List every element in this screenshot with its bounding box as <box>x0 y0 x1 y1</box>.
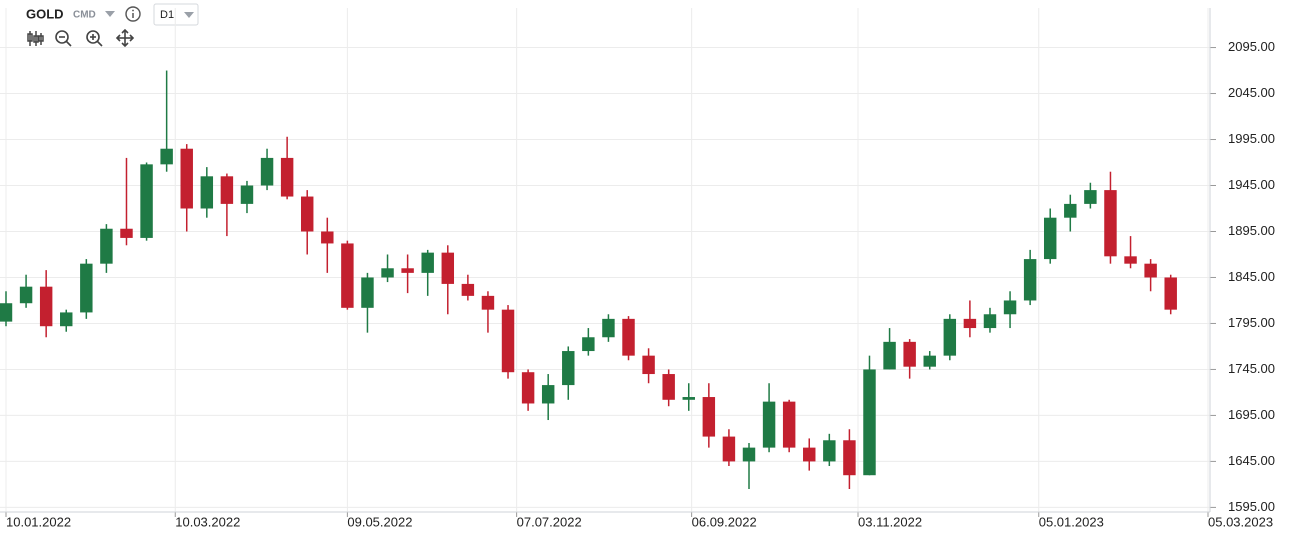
zoom-in-button[interactable] <box>86 30 103 47</box>
candle-body <box>983 314 997 329</box>
y-tick-label: 1595.00 <box>1228 499 1275 514</box>
candle-body <box>903 341 916 367</box>
candle-body <box>321 231 334 244</box>
candle-body <box>682 397 695 400</box>
candle-body <box>280 157 294 197</box>
candle-body <box>160 148 173 165</box>
candle-body <box>421 252 434 273</box>
x-tick-label: 07.07.2022 <box>517 514 582 529</box>
candle-body <box>642 355 655 375</box>
x-tick-label: 03.11.2022 <box>858 514 922 529</box>
toolbar: GOLD CMD D1 <box>26 3 199 48</box>
y-tick-label: 1845.00 <box>1228 269 1275 284</box>
symbol-dropdown[interactable] <box>105 11 115 17</box>
y-tick-label: 1645.00 <box>1228 453 1275 468</box>
y-tick-label: 1895.00 <box>1228 223 1275 238</box>
candle-type-button[interactable] <box>27 31 44 46</box>
candle-body <box>782 401 796 448</box>
candle-body <box>803 447 816 462</box>
candle-body <box>19 286 33 304</box>
candle-body <box>481 295 495 310</box>
zoom-out-button[interactable] <box>55 30 72 47</box>
candle-body <box>341 243 354 308</box>
candle-body <box>80 263 93 313</box>
grid <box>0 8 1210 512</box>
y-tick-label: 1995.00 <box>1228 131 1275 146</box>
candle-body <box>1124 256 1137 264</box>
x-tick-label: 05.01.2023 <box>1039 514 1104 529</box>
candle-body <box>1104 190 1117 257</box>
y-tick-label: 2095.00 <box>1228 39 1275 54</box>
candle-body <box>381 268 394 278</box>
candle-body <box>100 228 113 264</box>
candle-body <box>823 440 836 462</box>
candle-body <box>361 277 374 308</box>
candle-body <box>200 176 214 209</box>
info-icon-dot <box>132 9 134 12</box>
candle-body <box>0 303 13 322</box>
x-tick-label: 10.01.2022 <box>6 514 71 529</box>
candle-body <box>1023 259 1037 301</box>
candle-body <box>441 252 455 284</box>
y-tick-label: 1745.00 <box>1228 361 1275 376</box>
pan-button[interactable] <box>115 28 135 48</box>
candle-body <box>622 318 635 356</box>
market: CMD <box>73 10 96 21</box>
candle-body <box>702 397 716 437</box>
interval: D1 <box>160 9 174 21</box>
candle-body <box>39 286 53 327</box>
candle-body <box>240 185 254 204</box>
candle-body <box>562 351 575 386</box>
x-tick-label: 09.05.2022 <box>347 514 412 529</box>
y-tick-label: 1945.00 <box>1228 177 1275 192</box>
candle-body <box>180 148 193 209</box>
candle-body <box>923 355 936 367</box>
candle-body <box>762 401 776 448</box>
interval-dropdown <box>184 12 194 18</box>
candle-body <box>521 372 535 404</box>
y-tick-label: 2045.00 <box>1228 85 1275 100</box>
candle-body <box>742 447 756 462</box>
candle-body <box>602 318 615 338</box>
candle-body <box>843 440 856 476</box>
candle-body <box>220 176 234 204</box>
candle-body <box>943 318 957 356</box>
candle-body <box>401 268 414 273</box>
candle-body <box>722 436 736 462</box>
candle-body <box>120 228 133 238</box>
x-tick-label: 10.03.2022 <box>175 514 240 529</box>
candle-body <box>461 283 475 296</box>
candle-body <box>1043 217 1057 260</box>
candle-body <box>883 341 896 370</box>
interval-select[interactable] <box>153 3 199 26</box>
candle-body <box>963 318 977 329</box>
candle-body <box>1003 300 1017 315</box>
y-tick-label: 1795.00 <box>1228 315 1275 330</box>
candle-body <box>140 164 153 238</box>
x-tick-label: 06.09.2022 <box>692 514 757 529</box>
candle-body <box>662 374 675 400</box>
candle-body <box>541 385 555 404</box>
candle-body <box>1084 190 1097 204</box>
x-tick-label: 05.03.2023 <box>1208 514 1273 529</box>
candle-body <box>501 309 515 373</box>
candle-body <box>1164 277 1177 310</box>
candle-body <box>1064 203 1077 218</box>
candle-body <box>1144 263 1157 278</box>
candle-body <box>300 196 314 232</box>
candle-body <box>863 369 876 476</box>
y-tick-label: 1695.00 <box>1228 407 1275 422</box>
candle-body <box>260 157 274 186</box>
symbol[interactable]: GOLD <box>26 6 64 21</box>
candle-body <box>60 312 73 327</box>
info-icon[interactable] <box>125 6 141 22</box>
candle-body <box>582 337 595 352</box>
